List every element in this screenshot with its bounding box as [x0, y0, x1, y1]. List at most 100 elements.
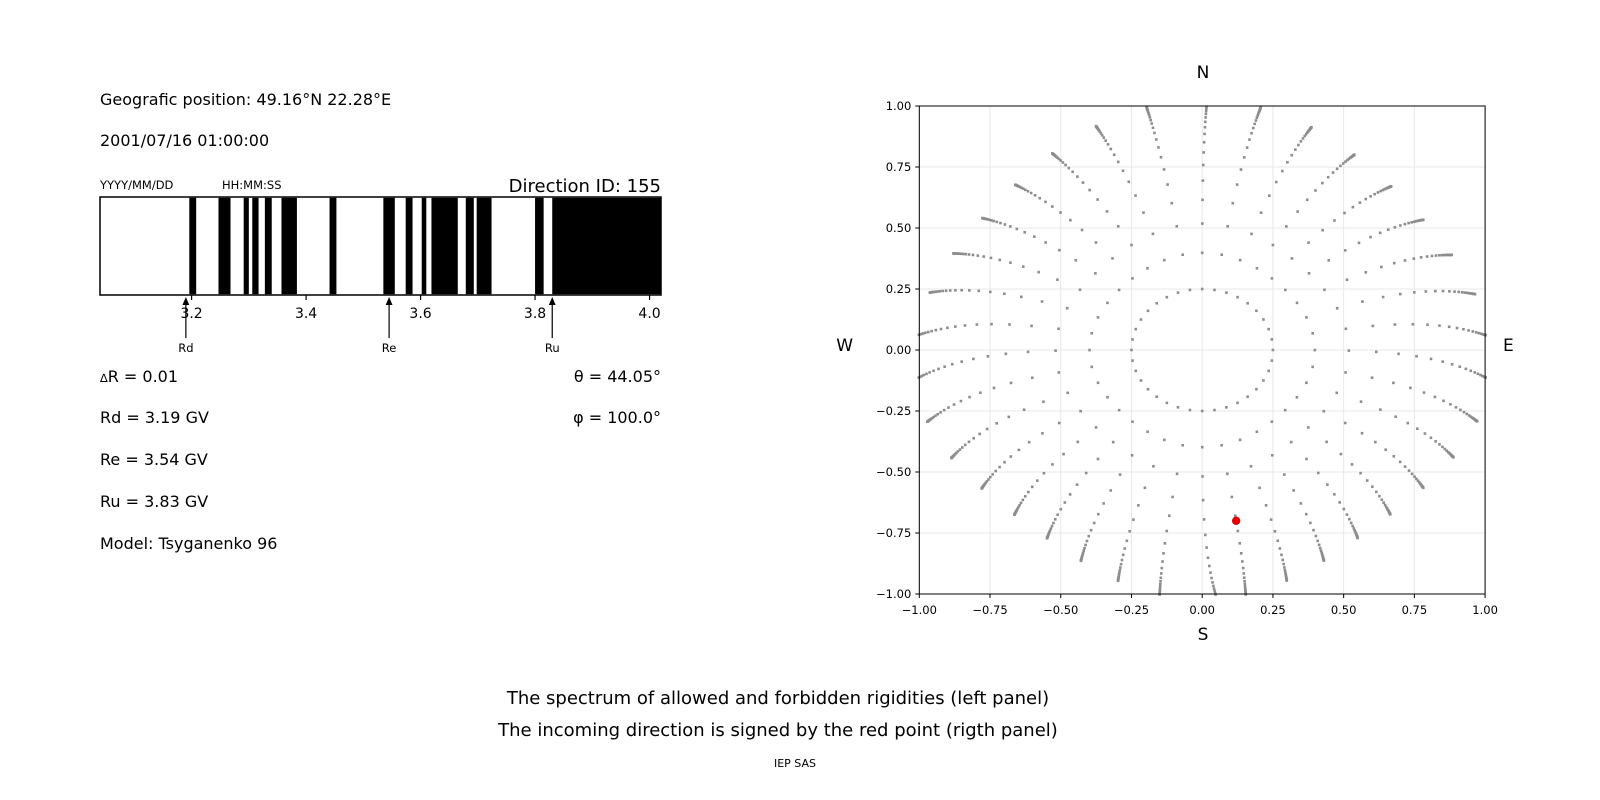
asymptotic-direction-dot	[1067, 166, 1071, 170]
asymptotic-direction-dot	[1134, 194, 1137, 197]
asymptotic-direction-dot	[1284, 571, 1287, 574]
asymptotic-direction-dot	[1059, 211, 1062, 214]
asymptotic-direction-dot	[1339, 164, 1342, 168]
asymptotic-direction-dot	[926, 420, 929, 424]
asymptotic-direction-dot	[1007, 415, 1011, 419]
asymptotic-direction-dot	[1009, 455, 1013, 458]
asymptotic-direction-dot	[1374, 440, 1377, 444]
asymptotic-direction-dot	[1200, 251, 1204, 255]
asymptotic-direction-dot	[1026, 350, 1030, 354]
compass-south-label: S	[1197, 625, 1209, 645]
asymptotic-direction-dot	[1048, 529, 1052, 532]
asymptotic-direction-dot	[992, 386, 996, 390]
asymptotic-direction-dot	[1345, 278, 1349, 282]
allowed-rigidity-band	[264, 197, 272, 295]
asymptotic-direction-dot	[1255, 430, 1259, 434]
asymptotic-direction-dot	[1392, 455, 1396, 458]
asymptotic-direction-dot	[1245, 146, 1249, 149]
asymptotic-direction-dot	[1119, 562, 1123, 566]
asymptotic-direction-dot	[1243, 582, 1247, 586]
asymptotic-direction-dot	[1295, 301, 1299, 305]
asymptotic-direction-dot	[1383, 503, 1387, 507]
asymptotic-direction-dot	[990, 322, 993, 326]
asymptotic-direction-dot	[1130, 243, 1133, 247]
asymptotic-direction-dot	[1394, 415, 1397, 419]
asymptotic-direction-dot	[1099, 131, 1103, 135]
asymptotic-direction-dot	[1130, 454, 1134, 457]
asymptotic-direction-dot	[1475, 420, 1479, 423]
asymptotic-direction-dot	[954, 289, 957, 292]
cutoff-marker-label: Rd	[178, 341, 194, 355]
asymptotic-direction-dot	[1162, 168, 1166, 171]
asymptotic-direction-dot	[1259, 211, 1263, 214]
asymptotic-direction-dot	[1448, 290, 1451, 293]
asymptotic-direction-dot	[1438, 324, 1441, 327]
asymptotic-direction-dot	[1159, 572, 1163, 575]
asymptotic-direction-dot	[1467, 329, 1470, 332]
asymptotic-direction-dot	[986, 354, 990, 358]
asymptotic-direction-dot	[1117, 408, 1121, 412]
asymptotic-direction-dot	[1116, 225, 1120, 228]
asymptotic-direction-dot	[1105, 210, 1109, 213]
asymptotic-direction-dot	[1059, 159, 1063, 162]
asymptotic-direction-dot	[1026, 490, 1030, 494]
asymptotic-direction-dot	[1305, 457, 1308, 461]
asymptotic-direction-dot	[953, 325, 957, 328]
asymptotic-direction-dot	[948, 289, 952, 292]
asymptotic-direction-dot	[1414, 219, 1418, 223]
asymptotic-direction-dot	[1310, 125, 1313, 129]
asymptotic-direction-dot	[1320, 551, 1323, 555]
asymptotic-direction-dot	[1146, 266, 1149, 270]
asymptotic-direction-dot	[1096, 381, 1100, 385]
asymptotic-direction-dot	[1262, 318, 1265, 321]
asymptotic-direction-dot	[1282, 562, 1285, 566]
asymptotic-direction-dot	[1304, 512, 1308, 516]
asymptotic-direction-dot	[1175, 224, 1179, 228]
asymptotic-direction-dot	[1236, 401, 1239, 405]
asymptotic-direction-dot	[1112, 153, 1116, 157]
asymptotic-direction-dot	[986, 218, 990, 221]
asymptotic-direction-dot	[1176, 406, 1180, 409]
asymptotic-direction-dot	[1032, 235, 1036, 238]
asymptotic-direction-dot	[1356, 536, 1360, 540]
asymptotic-direction-dot	[1299, 502, 1303, 505]
asymptotic-direction-dot	[1131, 420, 1134, 423]
asymptotic-direction-dot	[936, 412, 940, 416]
caption-credit: IEP SAS	[773, 757, 817, 770]
asymptotic-direction-dot	[1213, 589, 1216, 593]
asymptotic-direction-dot	[1476, 372, 1480, 376]
datetime-text: 2001/07/16 01:00:00	[100, 131, 270, 150]
y-tick-label: 0.50	[885, 221, 912, 235]
asymptotic-direction-dot	[1109, 489, 1113, 492]
asymptotic-direction-dot	[1364, 271, 1368, 274]
asymptotic-direction-dot	[1233, 514, 1237, 518]
cutoff-arrow-head	[182, 297, 190, 305]
asymptotic-direction-dot	[1242, 572, 1246, 575]
stats-row-left: Re = 3.54 GV	[100, 450, 208, 469]
asymptotic-direction-dot	[1204, 533, 1207, 537]
asymptotic-direction-dot	[1255, 309, 1258, 313]
asymptotic-direction-dot	[1109, 147, 1113, 151]
asymptotic-direction-dot	[1297, 143, 1300, 147]
asymptotic-direction-dot	[1063, 501, 1067, 504]
asymptotic-direction-dot	[1201, 498, 1205, 502]
asymptotic-direction-dot	[1212, 584, 1215, 588]
asymptotic-direction-dot	[1382, 501, 1385, 504]
incoming-direction-red-point	[1231, 516, 1241, 525]
asymptotic-direction-dot	[988, 475, 992, 479]
asymptotic-direction-dot	[968, 395, 971, 399]
asymptotic-direction-dot	[1017, 448, 1021, 452]
asymptotic-direction-dot	[1251, 126, 1255, 130]
asymptotic-direction-dot	[1235, 183, 1239, 186]
asymptotic-direction-dot	[1344, 327, 1348, 331]
asymptotic-direction-dot	[1205, 105, 1208, 109]
allowed-rigidity-band	[431, 197, 458, 295]
asymptotic-direction-dot	[1457, 290, 1461, 294]
asymptotic-direction-dot	[1392, 381, 1395, 385]
asymptotic-direction-dot	[1057, 327, 1060, 331]
asymptotic-direction-dot	[1139, 379, 1143, 382]
asymptotic-direction-dot	[1403, 465, 1407, 468]
asymptotic-direction-dot	[985, 480, 989, 483]
asymptotic-direction-dot	[1343, 421, 1347, 425]
